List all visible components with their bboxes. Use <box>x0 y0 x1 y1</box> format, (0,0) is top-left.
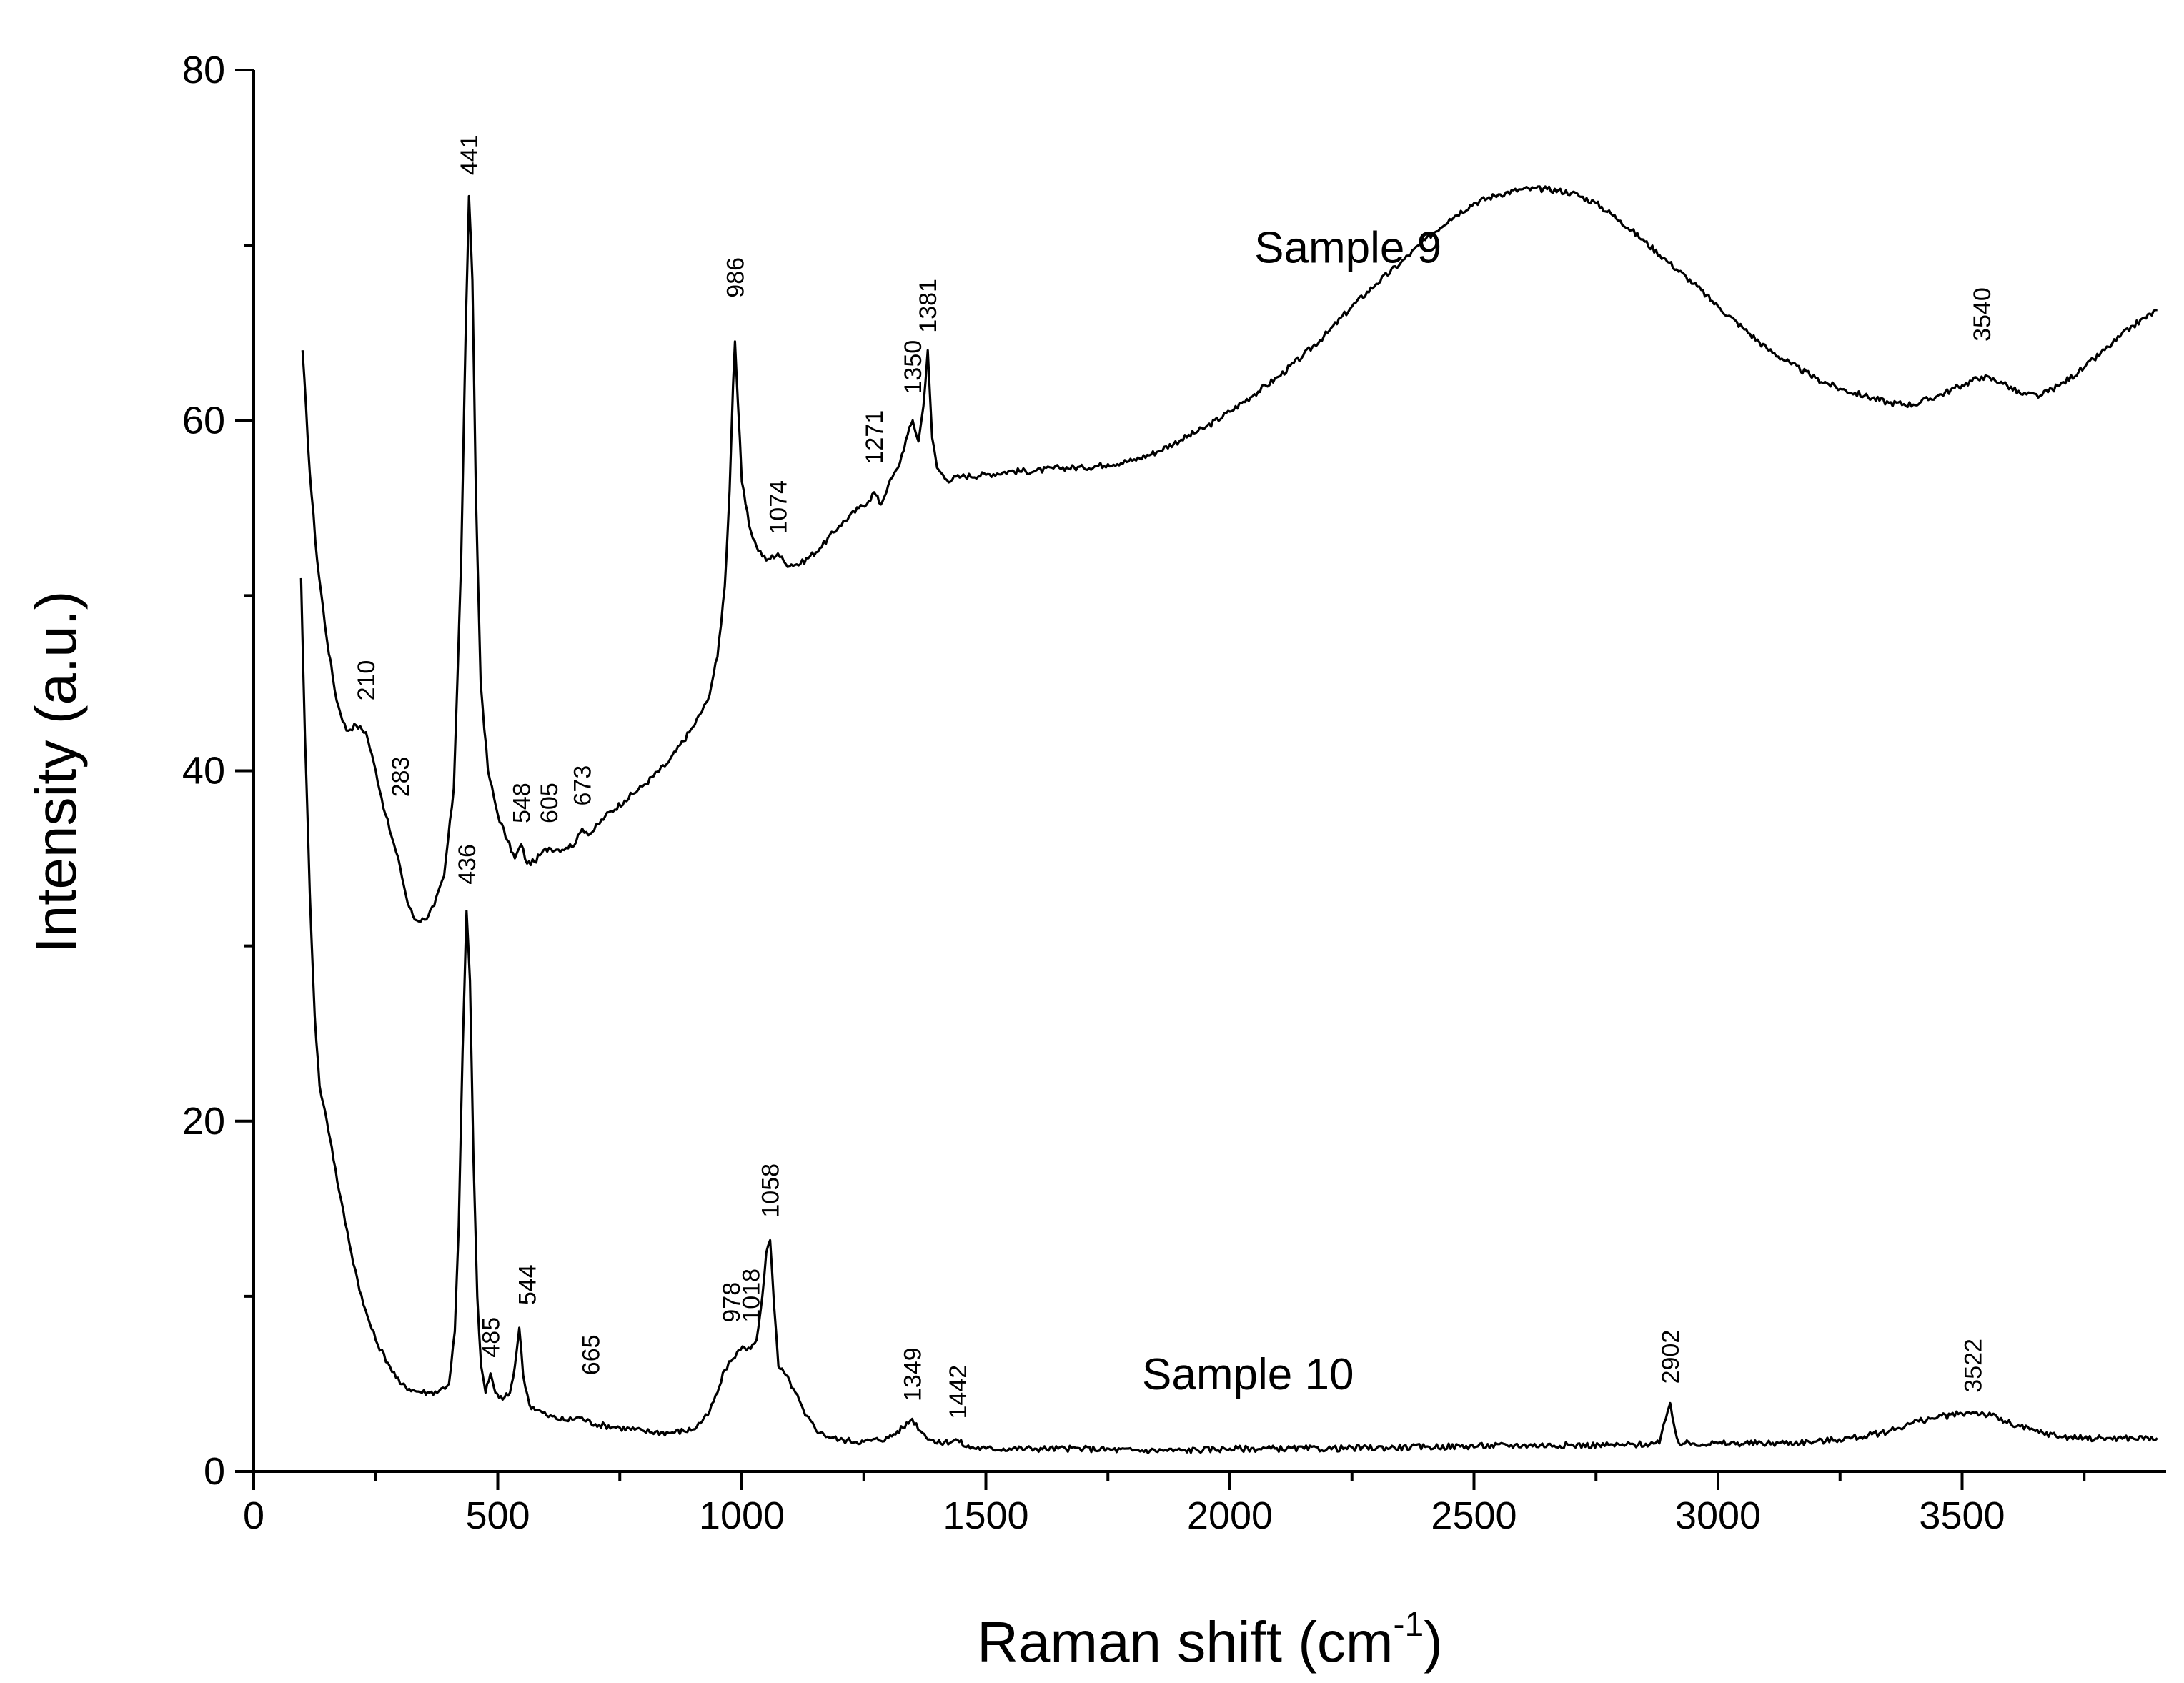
peak-label: 1058 <box>758 1163 785 1218</box>
y-tick-label: 20 <box>182 1100 225 1143</box>
series-line-sample-10 <box>299 577 2158 1454</box>
series-label-layer: Sample 9 Sample 10 <box>1142 224 1441 1399</box>
peak-label: 1349 <box>899 1347 926 1401</box>
peak-label: 544 <box>515 1264 542 1305</box>
x-axis-title: Raman shift (cm-1) <box>977 1606 1443 1674</box>
x-tick-label: 500 <box>465 1494 530 1537</box>
ticks: 0 500 1000 1500 2000 2500 3000 3500 0 20 40 60 80 <box>182 49 2086 1537</box>
peak-label: 1381 <box>915 279 942 333</box>
x-tick-label: 1500 <box>943 1494 1028 1537</box>
y-tick-label: 0 <box>204 1450 225 1493</box>
peak-label: 548 <box>508 783 535 823</box>
peak-label: 605 <box>536 783 563 823</box>
peak-label: 283 <box>387 757 415 798</box>
x-tick-label: 3000 <box>1675 1494 1761 1537</box>
y-tick-label: 60 <box>182 399 225 442</box>
y-axis-title: Intensity (a.u.) <box>24 591 88 953</box>
peak-label: 673 <box>570 765 597 806</box>
peak-label: 986 <box>722 257 749 298</box>
peak-label: 436 <box>454 844 481 885</box>
series-label-sample-10: Sample 10 <box>1142 1350 1354 1399</box>
x-tick-label: 3500 <box>1919 1494 2005 1537</box>
x-tick-label: 2000 <box>1187 1494 1273 1537</box>
peak-label: 3522 <box>1960 1339 1987 1393</box>
series-layer <box>299 185 2158 1454</box>
axes <box>252 70 2166 1473</box>
annotation-layer: 441 986 1074 1271 1350 1381 3540 210 283 548 605 67… <box>353 134 1996 1419</box>
series-label-sample-9: Sample 9 <box>1254 224 1441 273</box>
peak-label: 485 <box>477 1317 505 1358</box>
peak-label: 978 <box>718 1282 745 1323</box>
peak-label: 665 <box>577 1334 605 1375</box>
peak-label: 1074 <box>765 480 793 535</box>
y-tick-label: 80 <box>182 49 225 91</box>
y-tick-label: 40 <box>182 750 225 793</box>
x-tick-label: 0 <box>243 1494 264 1537</box>
x-tick-label: 2500 <box>1431 1494 1517 1537</box>
peak-label: 210 <box>353 660 380 701</box>
x-tick-label: 1000 <box>699 1494 785 1537</box>
peak-label: 1271 <box>861 410 888 465</box>
peak-label: 1018 <box>738 1269 765 1323</box>
series-line-sample-9 <box>301 185 2158 923</box>
peak-label: 3540 <box>1969 287 1996 342</box>
peak-label: 2902 <box>1657 1330 1684 1384</box>
peak-label: 441 <box>456 134 483 175</box>
peak-label: 1442 <box>945 1365 972 1419</box>
peak-label: 1350 <box>900 340 927 394</box>
